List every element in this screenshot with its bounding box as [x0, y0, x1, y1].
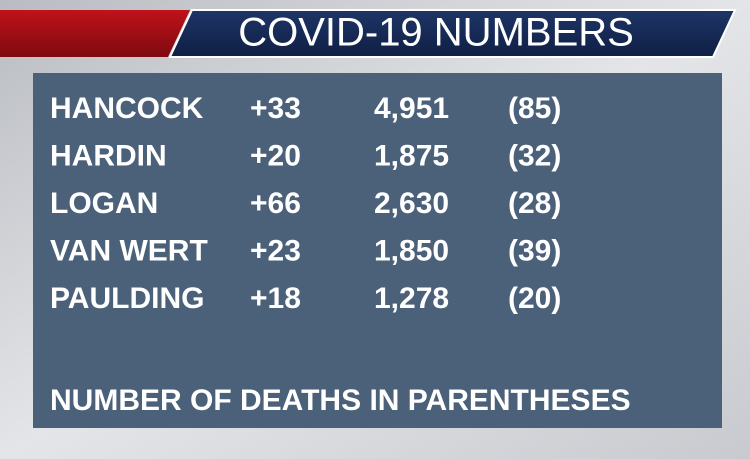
county-name: LOGAN	[50, 187, 158, 220]
new-cases: +66	[250, 187, 301, 220]
new-cases: +33	[250, 92, 301, 125]
total-cases: 2,630	[374, 187, 449, 220]
deaths: (85)	[508, 92, 561, 125]
panel	[33, 73, 722, 428]
total-cases: 1,850	[374, 234, 449, 267]
total-cases: 1,278	[374, 282, 449, 315]
red-banner	[0, 10, 190, 57]
deaths: (20)	[508, 282, 561, 315]
new-cases: +18	[250, 282, 301, 315]
county-name: PAULDING	[50, 282, 204, 315]
total-cases: 4,951	[374, 92, 449, 125]
county-name: HARDIN	[50, 139, 167, 172]
deaths: (28)	[508, 187, 561, 220]
title-banner	[168, 9, 737, 58]
county-name: VAN WERT	[50, 234, 208, 267]
deaths: (39)	[508, 234, 561, 267]
county-name: HANCOCK	[50, 92, 204, 125]
table: HANCOCK +33 4,951 (85) HARDIN +20 1,875 (32) LOG…	[50, 92, 561, 315]
new-cases: +23	[250, 234, 301, 267]
deaths: (32)	[508, 139, 561, 172]
title: COVID-19 NUMBERS	[238, 11, 634, 55]
total-cases: 1,875	[374, 139, 449, 172]
footer-note: NUMBER OF DEATHS IN PARENTHESES	[50, 384, 631, 417]
new-cases: +20	[250, 139, 301, 172]
